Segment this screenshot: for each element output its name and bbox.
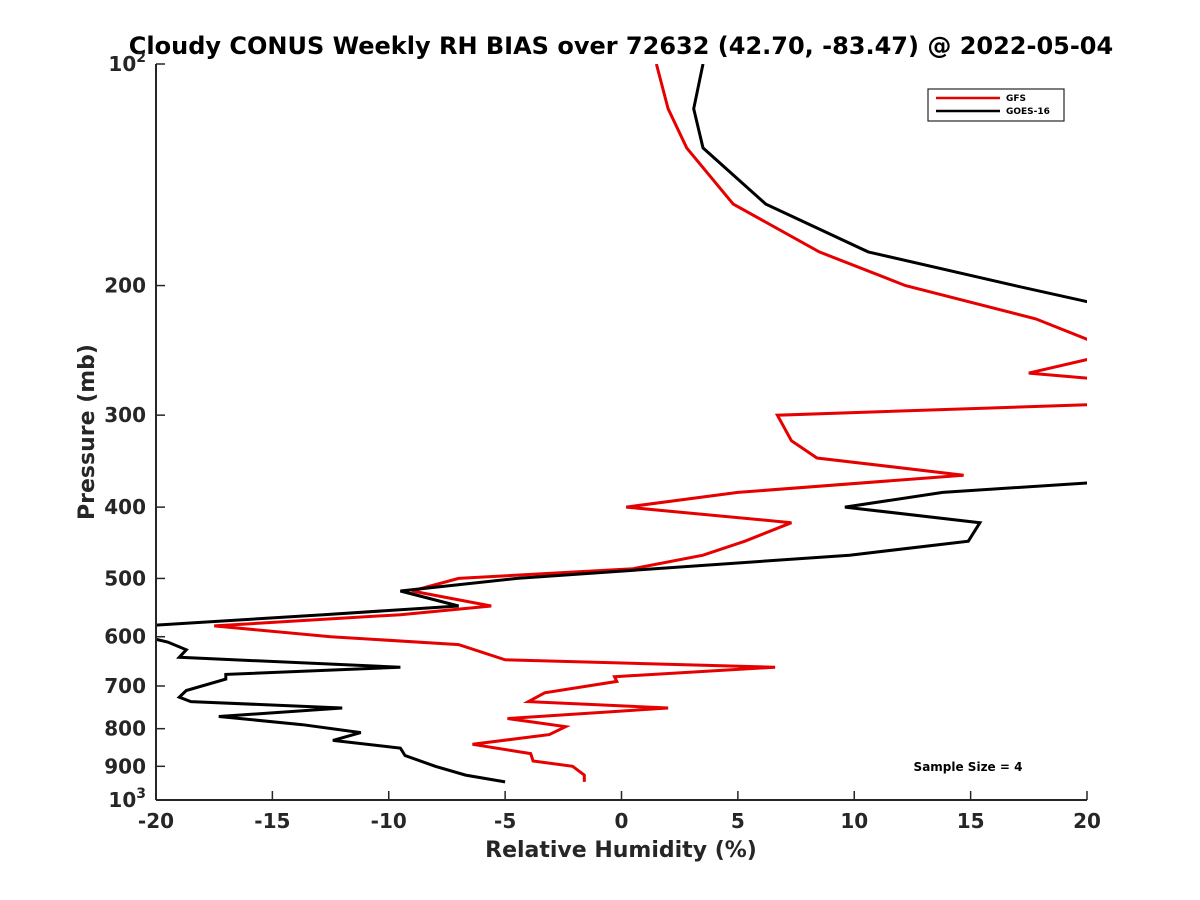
x-tick-label: 20 [1073, 809, 1101, 833]
y-tick-label: 900 [104, 754, 146, 778]
y-tick-label: 700 [104, 674, 146, 698]
x-axis-label: Relative Humidity (%) [485, 838, 757, 863]
x-tick-label: -5 [494, 809, 516, 833]
legend-label-gfs: GFS [1006, 94, 1026, 104]
x-tick-label: 5 [731, 809, 745, 833]
x-tick-label: -20 [138, 809, 174, 833]
series-line-goes16 [156, 64, 1087, 784]
y-tick-label: 300 [104, 403, 146, 427]
y-tick-label: 103 [108, 786, 146, 812]
chart-title: Cloudy CONUS Weekly RH BIAS over 72632 (… [129, 32, 1113, 60]
x-tick-label: 15 [957, 809, 985, 833]
x-tick-label: -15 [254, 809, 290, 833]
legend: GFS GOES-16 [927, 88, 1065, 122]
x-tick-label: -10 [371, 809, 407, 833]
legend-box [927, 88, 1065, 122]
y-axis-label: Pressure (mb) [75, 344, 100, 520]
y-tick-label: 500 [104, 566, 146, 590]
y-tick-label: 400 [104, 495, 146, 519]
y-tick-label: 800 [104, 717, 146, 741]
y-tick-label: 200 [104, 274, 146, 298]
x-tick-label: 0 [615, 809, 629, 833]
sample-size-annotation: Sample Size = 4 [914, 760, 1023, 774]
series-line-gfs [214, 64, 1087, 782]
y-tick-label: 102 [108, 50, 146, 76]
y-tick-label: 600 [104, 625, 146, 649]
legend-label-goes16: GOES-16 [1006, 107, 1050, 117]
x-tick-label: 10 [840, 809, 868, 833]
